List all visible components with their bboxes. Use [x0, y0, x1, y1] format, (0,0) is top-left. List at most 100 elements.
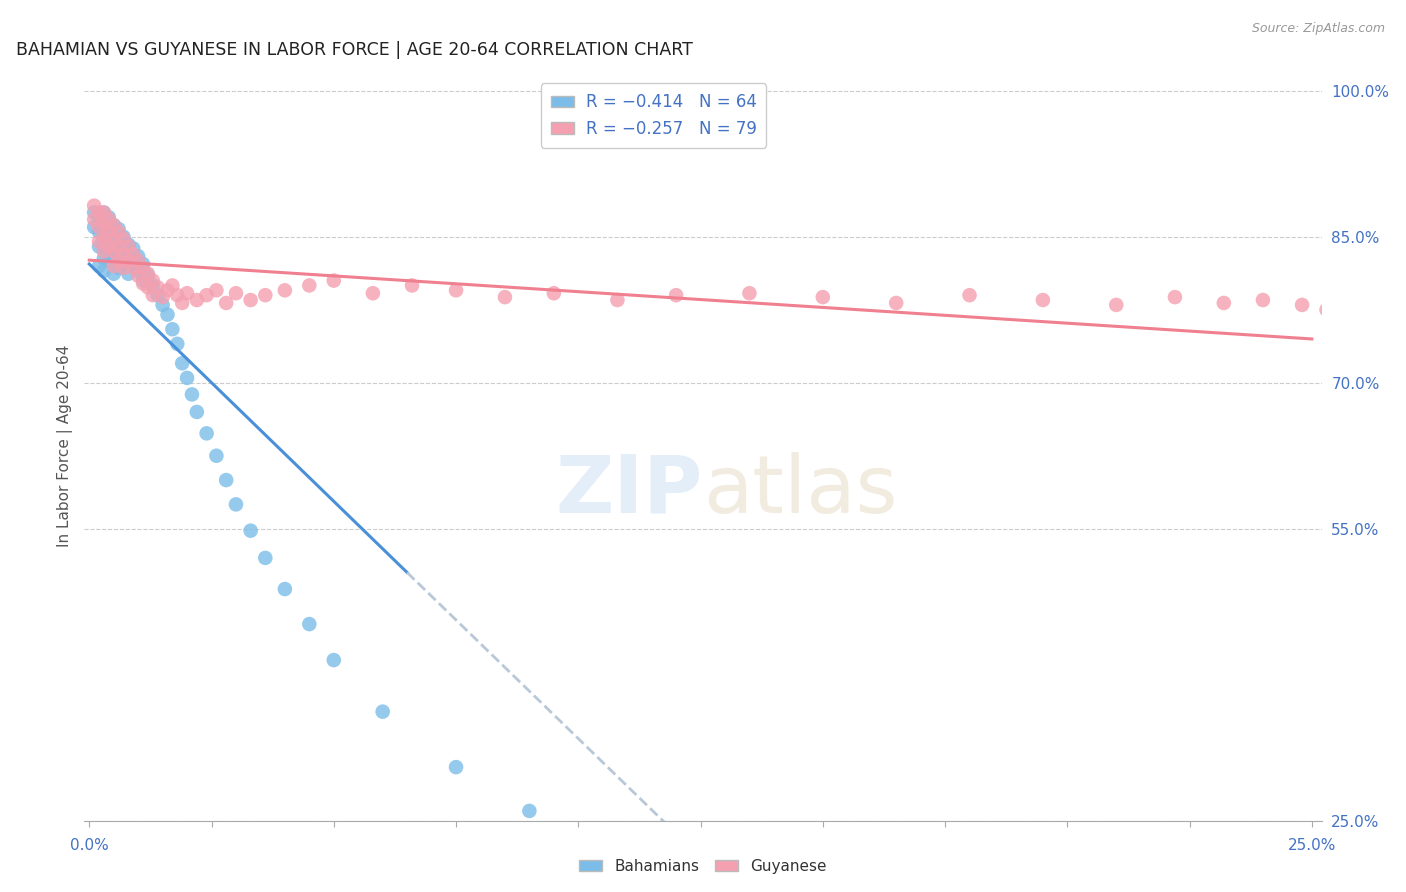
- Point: [205, 449, 228, 463]
- Point: [665, 877, 688, 891]
- Text: BAHAMIAN VS GUYANESE IN LABOR FORCE | AGE 20-64 CORRELATION CHART: BAHAMIAN VS GUYANESE IN LABOR FORCE | AG…: [17, 41, 693, 59]
- Point: [107, 254, 129, 268]
- Point: [146, 288, 169, 302]
- Point: [298, 617, 321, 632]
- Point: [361, 286, 384, 301]
- Point: [166, 336, 188, 351]
- Point: [127, 268, 149, 283]
- Point: [93, 205, 115, 219]
- Point: [146, 280, 169, 294]
- Point: [97, 254, 120, 268]
- Point: [274, 283, 297, 297]
- Point: [176, 286, 198, 301]
- Point: [97, 239, 120, 253]
- Point: [152, 290, 174, 304]
- Point: [87, 259, 110, 273]
- Legend: Bahamians, Guyanese: Bahamians, Guyanese: [574, 853, 832, 880]
- Point: [112, 247, 135, 261]
- Point: [444, 760, 467, 774]
- Point: [298, 278, 321, 293]
- Point: [93, 232, 115, 246]
- Point: [519, 804, 541, 818]
- Point: [83, 205, 105, 219]
- Point: [87, 225, 110, 239]
- Text: 0.0%: 0.0%: [70, 838, 108, 853]
- Point: [87, 239, 110, 253]
- Point: [322, 274, 344, 288]
- Point: [93, 239, 115, 253]
- Point: [112, 257, 135, 271]
- Point: [401, 278, 423, 293]
- Text: atlas: atlas: [703, 452, 897, 530]
- Text: Source: ZipAtlas.com: Source: ZipAtlas.com: [1251, 22, 1385, 36]
- Point: [1164, 290, 1187, 304]
- Point: [142, 274, 165, 288]
- Point: [112, 242, 135, 256]
- Point: [959, 288, 981, 302]
- Point: [132, 277, 155, 291]
- Point: [186, 293, 208, 307]
- Point: [274, 582, 297, 596]
- Point: [132, 260, 155, 275]
- Point: [103, 267, 125, 281]
- Text: 25.0%: 25.0%: [1288, 838, 1336, 853]
- Point: [103, 218, 125, 232]
- Point: [1212, 296, 1234, 310]
- Point: [186, 405, 208, 419]
- Point: [142, 278, 165, 293]
- Point: [239, 293, 262, 307]
- Point: [127, 249, 149, 263]
- Point: [142, 288, 165, 302]
- Point: [136, 267, 159, 281]
- Point: [87, 220, 110, 235]
- Point: [93, 264, 115, 278]
- Point: [152, 298, 174, 312]
- Point: [117, 237, 139, 252]
- Point: [107, 225, 129, 239]
- Point: [97, 212, 120, 227]
- Point: [122, 259, 145, 273]
- Point: [93, 229, 115, 244]
- Point: [97, 225, 120, 239]
- Text: ZIP: ZIP: [555, 452, 703, 530]
- Point: [239, 524, 262, 538]
- Point: [87, 211, 110, 225]
- Point: [87, 205, 110, 219]
- Point: [93, 244, 115, 259]
- Point: [322, 653, 344, 667]
- Point: [107, 222, 129, 236]
- Point: [93, 205, 115, 219]
- Point: [1403, 312, 1406, 326]
- Point: [1105, 298, 1128, 312]
- Legend: R = −0.414   N = 64, R = −0.257   N = 79: R = −0.414 N = 64, R = −0.257 N = 79: [540, 84, 766, 148]
- Point: [103, 232, 125, 246]
- Point: [97, 239, 120, 253]
- Point: [83, 212, 105, 227]
- Point: [1251, 293, 1274, 307]
- Point: [132, 257, 155, 271]
- Point: [811, 290, 834, 304]
- Point: [107, 235, 129, 249]
- Point: [1374, 306, 1396, 320]
- Point: [93, 218, 115, 232]
- Point: [172, 356, 194, 370]
- Point: [1389, 310, 1406, 324]
- Point: [1032, 293, 1054, 307]
- Point: [97, 225, 120, 239]
- Point: [1350, 300, 1372, 314]
- Point: [176, 371, 198, 385]
- Point: [225, 497, 247, 511]
- Point: [122, 247, 145, 261]
- Point: [136, 268, 159, 283]
- Point: [205, 283, 228, 297]
- Point: [254, 550, 277, 565]
- Point: [117, 251, 139, 265]
- Point: [107, 239, 129, 253]
- Point: [136, 280, 159, 294]
- Point: [156, 283, 179, 297]
- Point: [195, 288, 218, 302]
- Point: [606, 293, 628, 307]
- Point: [181, 387, 204, 401]
- Point: [112, 229, 135, 244]
- Point: [592, 843, 614, 857]
